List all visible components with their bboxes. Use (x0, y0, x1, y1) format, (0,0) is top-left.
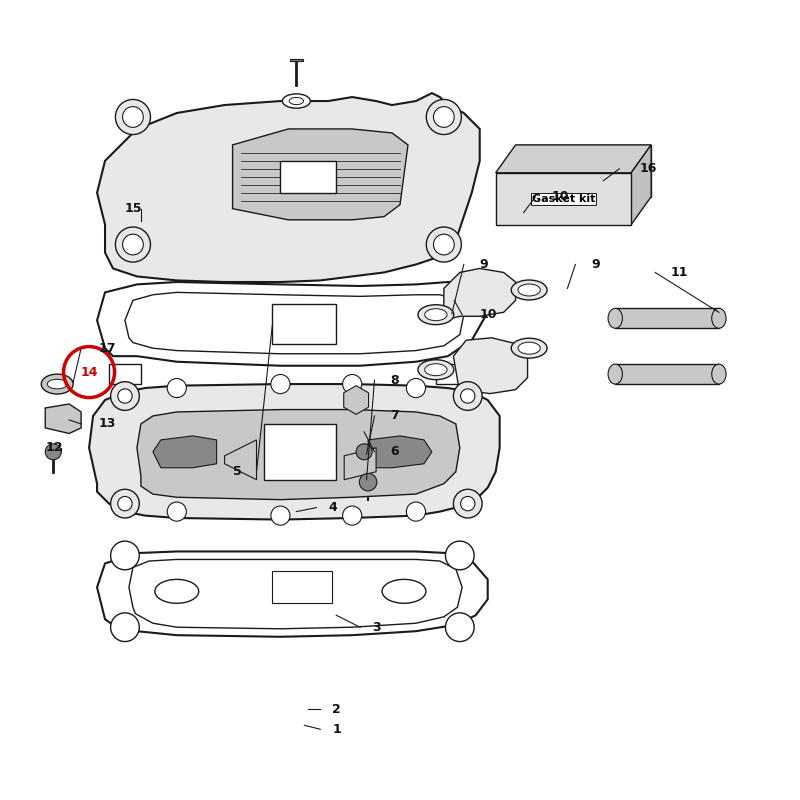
Polygon shape (109, 364, 141, 384)
Ellipse shape (418, 360, 454, 380)
Text: 1: 1 (332, 722, 341, 736)
Text: 12: 12 (46, 442, 62, 454)
Text: Gasket kit: Gasket kit (532, 194, 595, 204)
Text: 17: 17 (98, 342, 116, 354)
Text: 2: 2 (332, 703, 341, 716)
Ellipse shape (282, 94, 310, 108)
Polygon shape (436, 364, 468, 384)
Polygon shape (153, 436, 217, 468)
Text: 10: 10 (551, 190, 569, 203)
Ellipse shape (425, 364, 447, 376)
Circle shape (167, 378, 186, 398)
Text: 9: 9 (480, 258, 488, 271)
Circle shape (118, 389, 132, 403)
Polygon shape (444, 269, 515, 320)
Ellipse shape (712, 364, 726, 384)
Circle shape (454, 382, 482, 410)
Ellipse shape (608, 364, 622, 384)
Circle shape (110, 541, 139, 570)
Ellipse shape (289, 98, 303, 105)
Polygon shape (515, 145, 651, 197)
Text: 11: 11 (671, 266, 689, 279)
Circle shape (446, 613, 474, 642)
Polygon shape (265, 424, 336, 480)
Polygon shape (273, 571, 332, 603)
Text: 8: 8 (390, 374, 399, 386)
Circle shape (461, 497, 475, 511)
Text: 7: 7 (390, 410, 399, 422)
Text: 6: 6 (390, 446, 399, 458)
Polygon shape (631, 145, 651, 225)
Polygon shape (496, 173, 631, 225)
Polygon shape (368, 436, 432, 468)
Text: 5: 5 (233, 466, 242, 478)
Polygon shape (129, 559, 462, 629)
Circle shape (115, 227, 150, 262)
Circle shape (122, 106, 143, 127)
Circle shape (115, 99, 150, 134)
Circle shape (342, 506, 362, 525)
Text: 4: 4 (328, 501, 337, 514)
Circle shape (454, 490, 482, 518)
Circle shape (356, 444, 372, 460)
Polygon shape (233, 129, 408, 220)
Text: 16: 16 (639, 162, 657, 175)
Ellipse shape (511, 338, 547, 358)
Circle shape (118, 497, 132, 511)
Circle shape (426, 99, 462, 134)
Polygon shape (290, 58, 302, 61)
Circle shape (461, 389, 475, 403)
Circle shape (271, 506, 290, 525)
Circle shape (110, 382, 139, 410)
Polygon shape (281, 161, 336, 193)
Polygon shape (137, 410, 460, 500)
Circle shape (406, 502, 426, 521)
Text: 13: 13 (98, 418, 116, 430)
Ellipse shape (155, 579, 198, 603)
Circle shape (426, 227, 462, 262)
Ellipse shape (418, 305, 454, 325)
Circle shape (342, 374, 362, 394)
Ellipse shape (425, 309, 447, 321)
Polygon shape (97, 282, 488, 366)
Polygon shape (97, 93, 480, 282)
Circle shape (110, 490, 139, 518)
Ellipse shape (608, 308, 622, 328)
Text: 15: 15 (125, 202, 142, 215)
Polygon shape (615, 308, 719, 328)
Polygon shape (496, 145, 651, 173)
Polygon shape (273, 304, 336, 344)
Ellipse shape (382, 579, 426, 603)
Circle shape (122, 234, 143, 255)
Circle shape (446, 541, 474, 570)
Ellipse shape (712, 308, 726, 328)
Circle shape (167, 502, 186, 521)
Ellipse shape (518, 284, 540, 296)
Polygon shape (225, 440, 257, 480)
Text: 9: 9 (591, 258, 600, 271)
Circle shape (406, 378, 426, 398)
Text: 14: 14 (80, 366, 98, 378)
Polygon shape (615, 364, 719, 384)
Circle shape (434, 234, 454, 255)
Text: 10: 10 (480, 308, 498, 321)
Polygon shape (46, 404, 81, 434)
Ellipse shape (42, 374, 73, 394)
Polygon shape (97, 551, 488, 637)
Polygon shape (125, 292, 464, 354)
Ellipse shape (518, 342, 540, 354)
Polygon shape (89, 384, 500, 519)
Circle shape (359, 474, 377, 491)
Text: 3: 3 (372, 621, 381, 634)
Circle shape (46, 444, 61, 460)
Polygon shape (454, 338, 527, 394)
Ellipse shape (47, 379, 67, 389)
Circle shape (271, 374, 290, 394)
Circle shape (110, 613, 139, 642)
Ellipse shape (511, 280, 547, 300)
Circle shape (434, 106, 454, 127)
Polygon shape (344, 448, 376, 480)
